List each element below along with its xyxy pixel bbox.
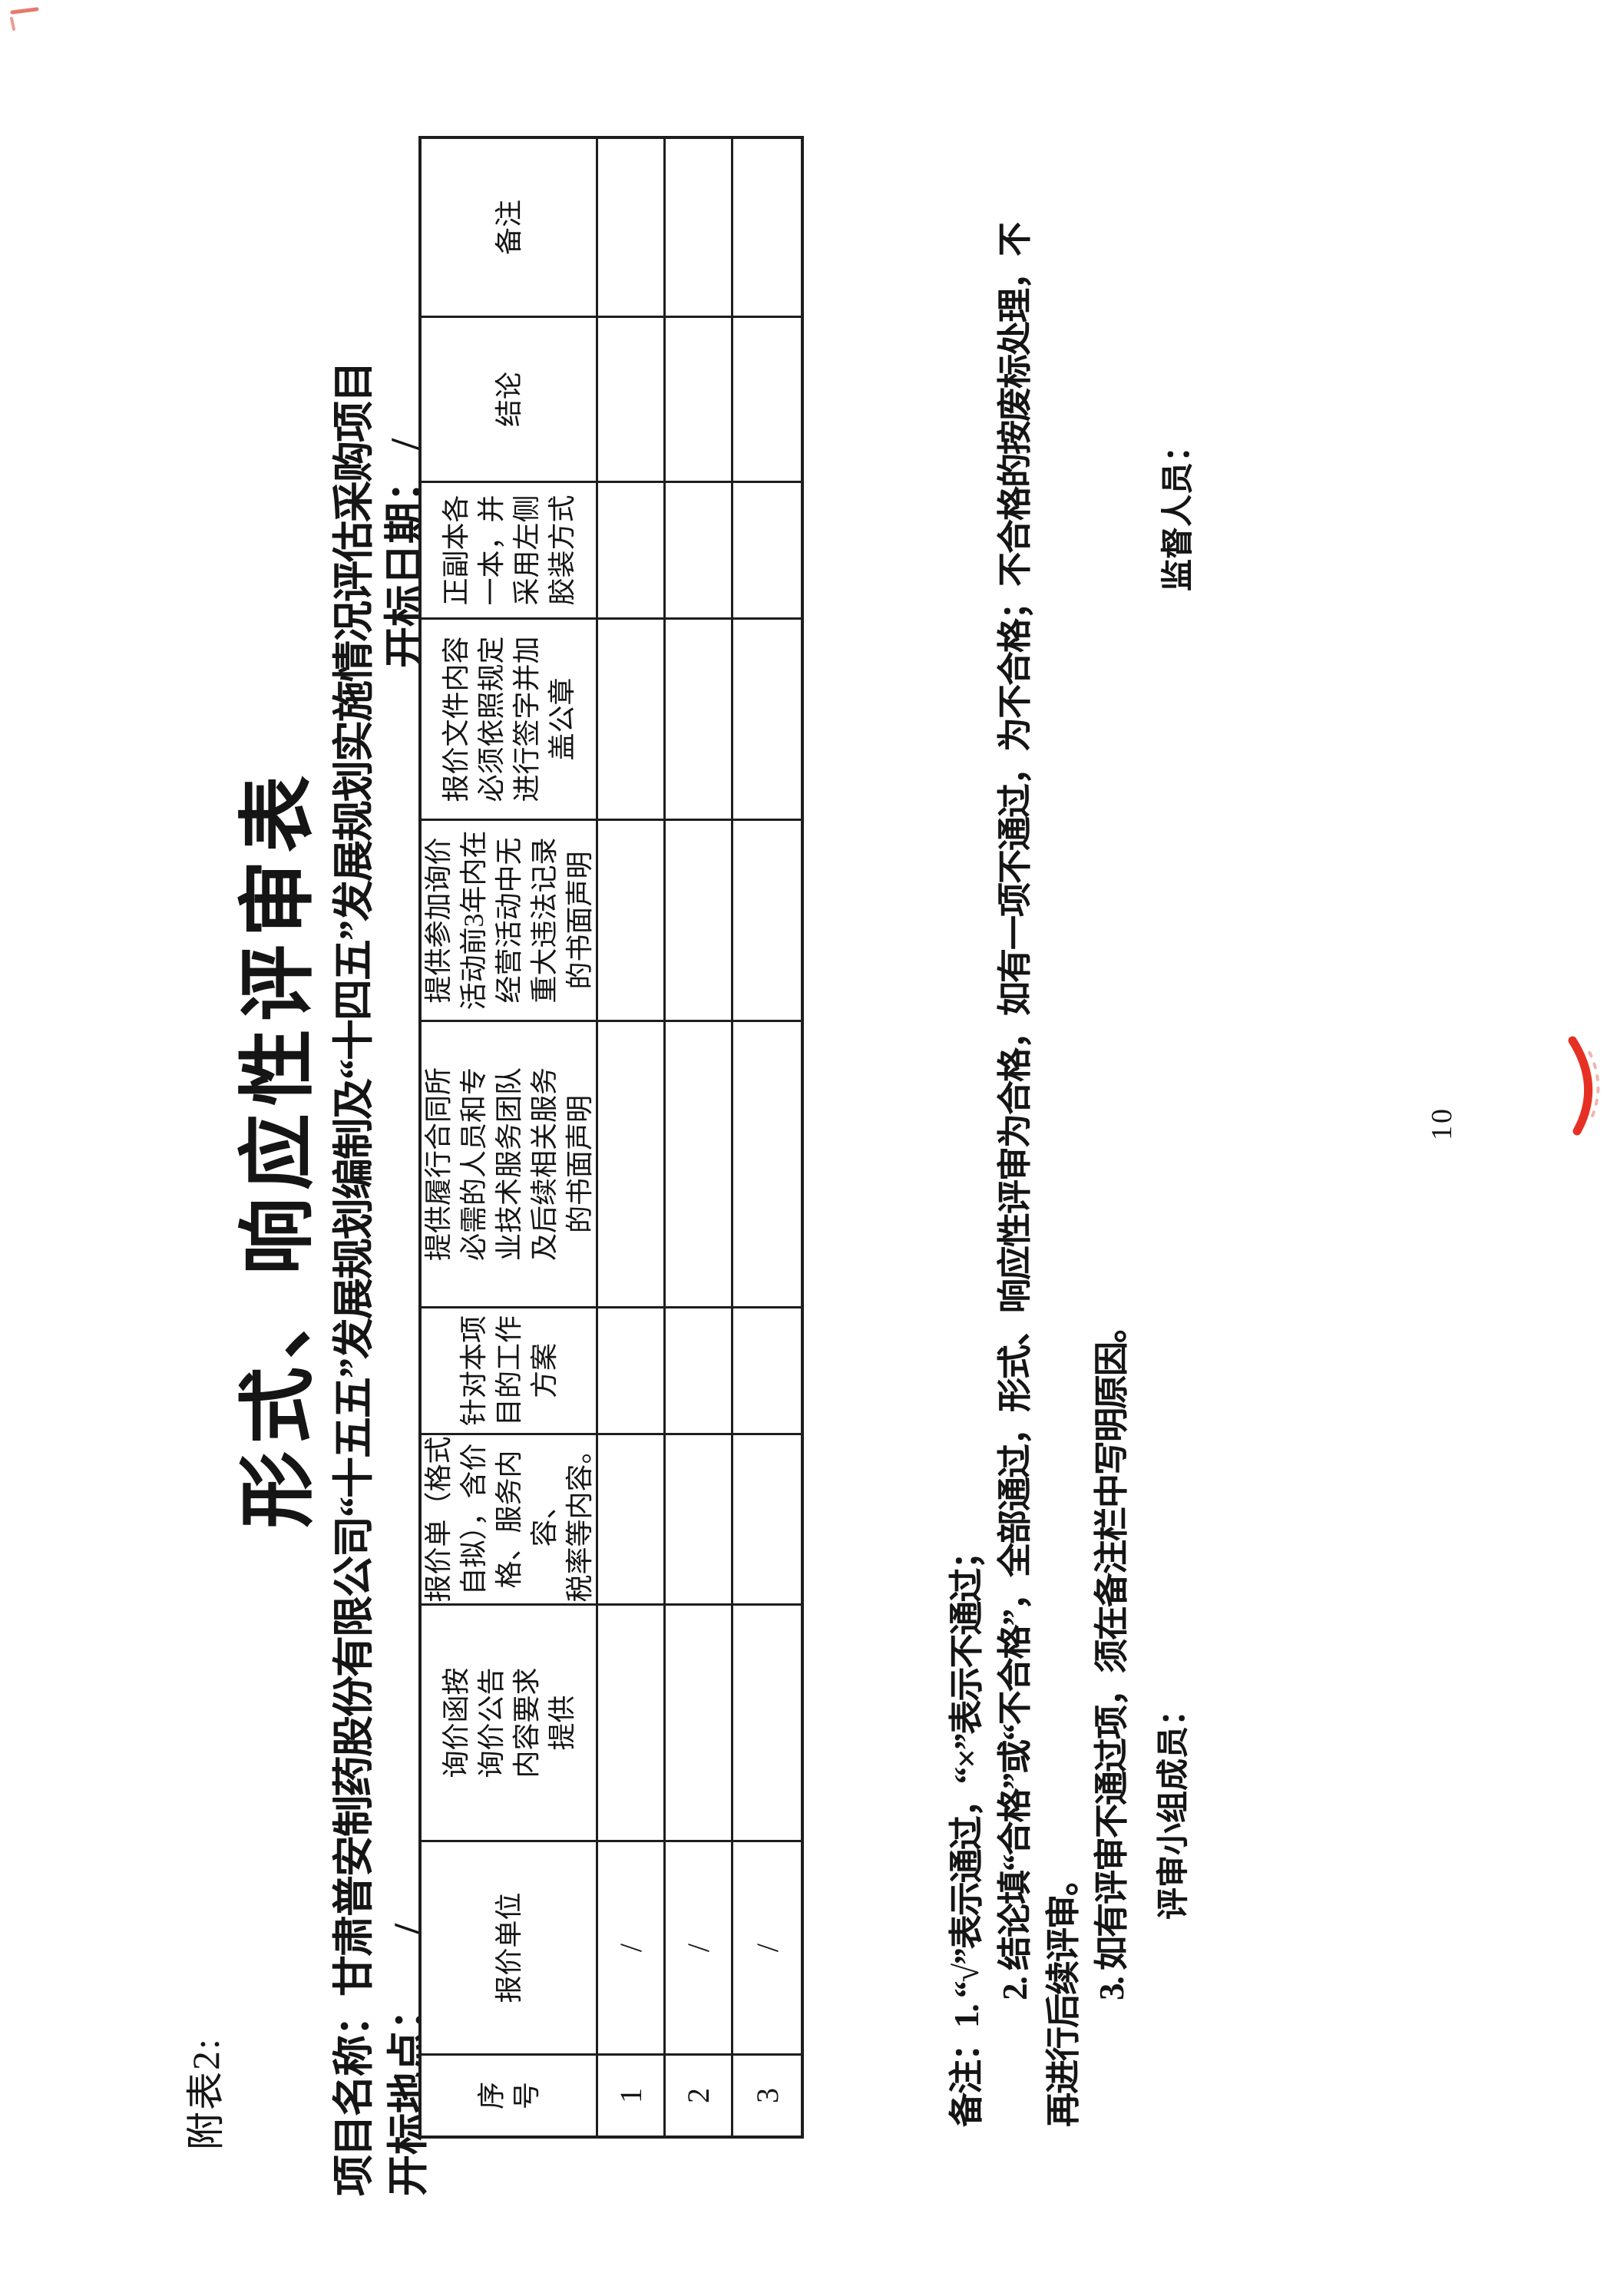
table-cell — [666, 1433, 733, 1603]
table-header-cell: 结论 — [422, 316, 598, 481]
table-cell: / — [666, 1840, 733, 2053]
table-cell — [598, 1020, 666, 1306]
table-cell — [666, 139, 733, 316]
table-cell — [598, 1306, 666, 1433]
table-header-cell: 报价单（格式 自拟），含价 格、服务内容、 税率等内容。 — [422, 1433, 598, 1603]
table-cell — [598, 1433, 666, 1603]
table-cell — [666, 316, 733, 481]
note-line: 备注：1. “√”表示通过，“×”表示不通过； — [947, 1536, 986, 2127]
table-cell — [733, 819, 801, 1020]
table-cell — [666, 617, 733, 819]
table-cell — [598, 1603, 666, 1840]
table-header-cell: 提供履行合同所 必需的人员和专 业技术服务团队 及后续相关服务 的书面声明 — [422, 1020, 598, 1306]
table-cell: / — [733, 1840, 801, 2053]
note-line: 2. 结论填“合格”或“不合格”，全部通过，形式、响应性评审为合格，如有一项不通… — [996, 223, 1034, 2000]
table-cell — [666, 1020, 733, 1306]
table-cell — [733, 1020, 801, 1306]
table-cell — [598, 819, 666, 1020]
table-cell — [666, 1603, 733, 1840]
table-header-cell: 提供参加询价 活动前3年内在 经营活动中无 重大违法记录 的书面声明 — [422, 819, 598, 1020]
table-header-cell: 正副本各 一本，并 采用左侧 胶装方式 — [422, 481, 598, 617]
table-cell: / — [598, 1840, 666, 2053]
supervisor-signature: 监督人员： — [1161, 429, 1196, 591]
table-cell — [733, 1603, 801, 1840]
table-cell — [733, 617, 801, 819]
note-line: 再进行后续评审。 — [1044, 1862, 1083, 2127]
table-cell: 1 — [598, 2053, 666, 2136]
table-cell — [733, 481, 801, 617]
table-cell — [598, 481, 666, 617]
table-header-cell: 报价文件内容 必须依照规定 进行签字并加 盖公章 — [422, 617, 598, 819]
table-cell — [733, 1306, 801, 1433]
table-cell: 2 — [666, 2053, 733, 2136]
table-header-cell: 备注 — [422, 139, 598, 316]
table-header-cell: 序 号 — [422, 2053, 598, 2136]
page-number: 10 — [1426, 1107, 1458, 1140]
table-header-cell: 针对本项 目的工作 方案 — [422, 1306, 598, 1433]
table-cell — [598, 139, 666, 316]
table-cell — [598, 316, 666, 481]
table-cell — [666, 481, 733, 617]
table-cell — [733, 1433, 801, 1603]
table-cell — [666, 819, 733, 1020]
table-header-cell: 询价函按 询价公告 内容要求 提供 — [422, 1603, 598, 1840]
evaluation-table: 序 号报价单位 询价函按 询价公告 内容要求 提供 报价单（格式 自拟），含价 格、… — [418, 136, 804, 2139]
table-cell — [598, 617, 666, 819]
table-cell — [733, 316, 801, 481]
page-title: 形式、响应性评审表 — [236, 768, 321, 1528]
scan-corner-artifact-icon — [10, 7, 39, 31]
red-pen-mark-icon — [1568, 1036, 1600, 1136]
table-cell: 3 — [733, 2053, 801, 2136]
project-name-label: 项目名称： — [331, 1997, 377, 2196]
notes-block: 备注：1. “√”表示通过，“×”表示不通过； 2. 结论填“合格”或“不合格”… — [943, 223, 1136, 2127]
project-name-value: 甘肃普安制药股份有限公司“十五五”发展规划编制及“十四五”发展规划实施情况评估采… — [331, 362, 377, 1997]
review-team-signature: 评审小组成员： — [1156, 1693, 1192, 1920]
table-cell — [666, 1306, 733, 1433]
note-line: 3. 如有评审不通过项，须在备注栏中写明原因。 — [1093, 1309, 1131, 2000]
table-header-cell: 报价单位 — [422, 1840, 598, 2053]
table-cell — [733, 139, 801, 316]
